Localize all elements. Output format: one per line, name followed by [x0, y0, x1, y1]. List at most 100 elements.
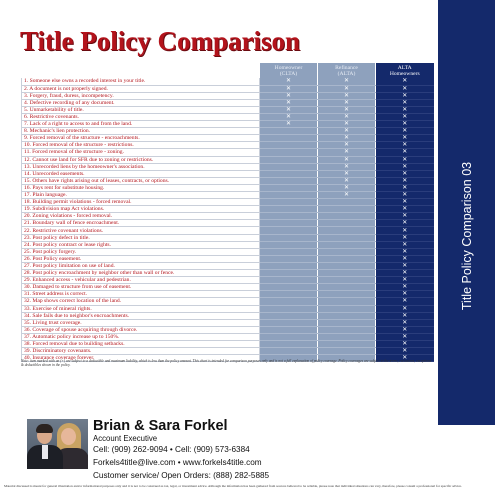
coverage-cell [259, 276, 318, 285]
coverage-check-icon: ✕ [343, 113, 350, 121]
coverage-cell [259, 241, 318, 249]
table-row: 27. Post policy limitation on use of lan… [21, 262, 434, 271]
table-row: 13. Unrecorded liens by the homeowner's … [21, 163, 434, 171]
coverage-check-icon: ✕ [343, 78, 350, 85]
coverage-item-label: 31. Street address is correct. [21, 290, 260, 299]
coverage-check-icon: ✕ [402, 177, 408, 184]
coverage-cell: ✕ [375, 255, 434, 263]
agent-customer-service[interactable]: Customer service/ Open Orders: (888) 282… [93, 471, 270, 480]
table-row: 15. Others have rights arising out of le… [21, 177, 434, 185]
coverage-check-icon: ✕ [343, 184, 350, 191]
coverage-cell: ✕ [375, 99, 434, 107]
table-row: 24. Post policy contract or lease rights… [21, 241, 434, 249]
coverage-cell: ✕ [375, 184, 434, 193]
coverage-check-icon: ✕ [402, 205, 408, 213]
coverage-cell: ✕ [375, 191, 434, 200]
coverage-check-icon: ✕ [343, 141, 350, 149]
table-row: 38. Forced removal due to building setba… [21, 340, 434, 349]
coverage-item-label: 20. Zoning violations - forced removal. [21, 212, 260, 221]
coverage-check-icon: ✕ [402, 184, 408, 191]
coverage-item-label: 5. Unmarketability of title. [21, 106, 260, 114]
coverage-item-label: 22. Restrictive covenant violations. [21, 226, 260, 235]
column-header-alta-homeowners: ALTA Homeowners [375, 63, 434, 78]
table-row: 7. Lack of a right to access to and from… [21, 120, 434, 129]
coverage-cell: ✕ [259, 92, 318, 100]
table-row: 21. Boundary wall of fence encroachment.… [21, 219, 434, 228]
coverage-check-icon: ✕ [285, 85, 292, 92]
coverage-cell: ✕ [375, 205, 434, 214]
coverage-cell: ✕ [375, 106, 434, 114]
table-footnote: Note: item marked with an (+) are subjec… [21, 359, 432, 368]
coverage-cell: ✕ [375, 354, 434, 363]
table-row: 33. Exercise of mineral rights. ✕ [21, 305, 434, 313]
table-row: 4. Defective recording of any document. ✕… [21, 99, 434, 107]
coverage-cell: ✕ [375, 170, 434, 178]
coverage-cell: ✕ [317, 163, 376, 171]
coverage-cell [317, 283, 376, 292]
coverage-cell: ✕ [259, 85, 318, 93]
coverage-check-icon: ✕ [402, 226, 408, 234]
coverage-cell: ✕ [375, 241, 434, 249]
coverage-check-icon: ✕ [402, 347, 408, 355]
coverage-item-label: 18. Building permit violations - forced … [21, 198, 260, 207]
agent-email-website[interactable]: Forkels4title@live.com • www.forkels4tit… [93, 458, 262, 467]
column-header-line: (CLTA) [279, 70, 298, 77]
coverage-check-icon: ✕ [343, 92, 350, 99]
coverage-check-icon: ✕ [285, 106, 292, 113]
coverage-cell: ✕ [375, 305, 434, 313]
agent-photo-woman-body [55, 448, 88, 469]
page-title: Title Policy Comparison [20, 26, 300, 56]
table-row: 30. Damaged to structure from use of eas… [21, 283, 434, 292]
table-row: 9. Forced removal of the structure - enc… [21, 134, 434, 143]
coverage-check-icon: ✕ [343, 134, 350, 142]
coverage-cell: ✕ [375, 85, 434, 93]
coverage-cell [317, 234, 376, 242]
table-row: 14. Unrecorded easements. ✕ ✕ [21, 170, 434, 178]
coverage-cell [317, 305, 376, 313]
coverage-cell: ✕ [317, 106, 376, 114]
coverage-check-icon: ✕ [402, 241, 408, 248]
coverage-check-icon: ✕ [402, 78, 408, 85]
agent-photo [27, 419, 88, 469]
coverage-item-label: 36. Coverage of spouse acquiring through… [21, 326, 260, 334]
coverage-check-icon: ✕ [402, 290, 408, 298]
coverage-cell: ✕ [375, 198, 434, 207]
coverage-check-icon: ✕ [402, 148, 408, 156]
coverage-cell [259, 156, 318, 164]
table-row: 12. Cannot use land for SFR due to zonin… [21, 156, 434, 164]
coverage-check-icon: ✕ [285, 113, 292, 121]
agent-phone[interactable]: Cell: (909) 262-9094 • Cell: (909) 573-6… [93, 445, 250, 454]
coverage-cell [317, 333, 376, 341]
coverage-item-label: 6. Restrictive covenants. [21, 113, 260, 122]
table-row: 23. Post policy defect in title. ✕ [21, 234, 434, 242]
coverage-check-icon: ✕ [343, 191, 350, 199]
coverage-cell: ✕ [375, 120, 434, 129]
coverage-check-icon: ✕ [343, 156, 350, 163]
coverage-cell: ✕ [375, 177, 434, 185]
coverage-item-label: 25. Post policy forgery. [21, 248, 260, 256]
coverage-cell [259, 212, 318, 221]
coverage-cell: ✕ [375, 92, 434, 100]
table-row: 10. Forced removal of the structure - re… [21, 141, 434, 150]
coverage-cell: ✕ [317, 127, 376, 136]
coverage-check-icon: ✕ [402, 319, 408, 326]
coverage-check-icon: ✕ [402, 191, 408, 199]
coverage-cell: ✕ [375, 148, 434, 157]
coverage-item-label: 1. Someone else owns a recorded interest… [21, 78, 260, 86]
coverage-check-icon: ✕ [402, 269, 408, 277]
coverage-cell: ✕ [375, 127, 434, 136]
coverage-item-label: 3. Forgery, fraud, duress, incompetency. [21, 92, 260, 100]
table-row: 35. Living trust coverage. ✕ [21, 319, 434, 327]
coverage-cell [259, 191, 318, 200]
coverage-check-icon: ✕ [402, 326, 408, 333]
coverage-cell [259, 205, 318, 214]
coverage-cell: ✕ [375, 276, 434, 285]
coverage-cell: ✕ [317, 92, 376, 100]
coverage-check-icon: ✕ [343, 127, 350, 135]
coverage-cell: ✕ [259, 106, 318, 114]
coverage-check-icon: ✕ [402, 354, 408, 362]
coverage-cell [317, 241, 376, 249]
coverage-cell: ✕ [375, 297, 434, 306]
table-row: 29. Enhanced access - vehicular and pede… [21, 276, 434, 285]
coverage-item-label: 35. Living trust coverage. [21, 319, 260, 327]
